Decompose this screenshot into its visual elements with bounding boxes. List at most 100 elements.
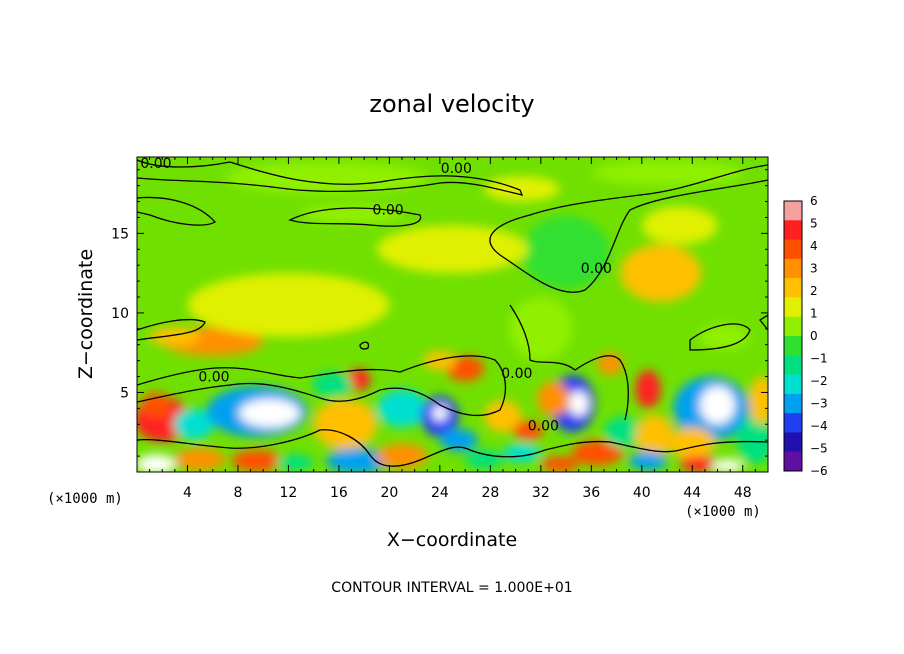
field-blob bbox=[239, 398, 300, 428]
colorbar-swatch bbox=[784, 413, 802, 433]
field-blob bbox=[679, 456, 718, 472]
field-blob bbox=[140, 392, 172, 418]
x-tick-label: 28 bbox=[481, 485, 499, 501]
y-axis-label: Z−coordinate bbox=[75, 249, 97, 379]
contour-line bbox=[137, 429, 768, 467]
x-tick-label: 20 bbox=[380, 485, 398, 501]
colorbar-label: −2 bbox=[810, 374, 828, 388]
contour-label: 0.00 bbox=[198, 369, 229, 385]
colorbar-swatch bbox=[784, 336, 802, 356]
colorbar-label: 3 bbox=[810, 262, 818, 276]
colorbar-swatch bbox=[784, 201, 802, 221]
field-blob bbox=[376, 389, 428, 428]
colorbar-swatch bbox=[784, 355, 802, 376]
y-tick-label: 5 bbox=[120, 385, 129, 401]
colorbar-label: 4 bbox=[810, 239, 818, 253]
field-blob bbox=[641, 206, 718, 245]
field-blob bbox=[629, 451, 668, 471]
colorbar-swatch bbox=[784, 393, 802, 414]
contour-label: 0.00 bbox=[373, 202, 404, 218]
field-blob bbox=[699, 386, 736, 425]
colorbar-swatch bbox=[784, 432, 802, 453]
colorbar-label: −6 bbox=[810, 464, 828, 478]
contour-label: 0.00 bbox=[501, 366, 532, 382]
colorbar-label: −5 bbox=[810, 442, 828, 456]
contour-label: 0.00 bbox=[140, 156, 171, 172]
colorbar-label: −3 bbox=[810, 397, 828, 411]
field-blob bbox=[326, 448, 390, 472]
contour-line bbox=[137, 159, 524, 196]
field-blob bbox=[231, 449, 283, 472]
field-blob bbox=[635, 370, 661, 409]
colorbar-swatch bbox=[784, 220, 802, 241]
field-blob bbox=[376, 225, 529, 274]
contour-interval-note: CONTOUR INTERVAL = 1.000E+01 bbox=[331, 580, 572, 596]
field-blob bbox=[225, 161, 428, 194]
contour-label: 0.00 bbox=[581, 261, 612, 277]
chart-title: zonal velocity bbox=[369, 90, 534, 118]
field-blob bbox=[568, 390, 589, 417]
y-tick-label: 10 bbox=[111, 306, 129, 322]
field-blob bbox=[423, 351, 457, 371]
contour-lines bbox=[137, 159, 768, 467]
colorbar-label: −1 bbox=[810, 352, 828, 366]
field-blob bbox=[187, 273, 390, 337]
contour-label: 0.00 bbox=[441, 161, 472, 177]
contour-line bbox=[489, 164, 768, 293]
field-blob bbox=[635, 414, 674, 457]
field-blob bbox=[484, 400, 522, 433]
field-blob bbox=[749, 376, 768, 425]
colorbar-label: 2 bbox=[810, 284, 818, 298]
colorbar-label: 1 bbox=[810, 307, 818, 321]
field-blob bbox=[669, 427, 715, 460]
x-tick-label: 16 bbox=[330, 485, 348, 501]
field-blob bbox=[620, 244, 702, 302]
x-tick-label: 4 bbox=[183, 485, 192, 501]
field-blob bbox=[537, 381, 570, 417]
field-blob bbox=[275, 454, 314, 471]
contour-line bbox=[689, 323, 751, 351]
field-blob bbox=[572, 440, 623, 466]
contour-line bbox=[759, 314, 768, 332]
contour-line bbox=[509, 304, 629, 421]
contour-labels: 0.00 0.00 0.00 0.00 0.00 0.00 0.00 bbox=[140, 156, 612, 435]
colorbar: 6 5 4 3 2 1 0 −1 −2 −3 −4 −5 −6 bbox=[783, 194, 828, 478]
field-blob bbox=[173, 408, 214, 441]
field-blob bbox=[521, 215, 611, 290]
contour-line bbox=[137, 355, 507, 417]
colorbar-label: 0 bbox=[810, 329, 818, 343]
field-blob bbox=[597, 352, 623, 375]
field-blob bbox=[711, 459, 745, 472]
colorbar-swatch bbox=[784, 239, 802, 260]
field-blob bbox=[312, 371, 353, 398]
field-blob bbox=[540, 456, 579, 472]
x-tick-label: 36 bbox=[582, 485, 600, 501]
colorbar-frame bbox=[783, 200, 803, 472]
field-blob bbox=[313, 398, 377, 450]
x-tick-label: 12 bbox=[280, 485, 298, 501]
field-blob bbox=[698, 324, 750, 350]
colorbar-label: 5 bbox=[810, 217, 818, 231]
velocity-field bbox=[137, 160, 768, 472]
field-blob bbox=[736, 416, 768, 465]
field-blob bbox=[513, 421, 544, 441]
x-tick-label: 44 bbox=[683, 485, 701, 501]
colorbar-swatch bbox=[784, 278, 802, 298]
field-blob bbox=[137, 454, 177, 472]
field-blob bbox=[484, 176, 560, 202]
plot-area: 0.00 0.00 0.00 0.00 0.00 0.00 0.00 bbox=[137, 156, 768, 472]
colorbar-label: −4 bbox=[810, 419, 828, 433]
colorbar-swatch bbox=[784, 451, 802, 472]
x-tick-label: 24 bbox=[431, 485, 449, 501]
field-blob bbox=[149, 327, 201, 347]
colorbar-swatch bbox=[784, 258, 802, 279]
field-blob bbox=[432, 405, 448, 422]
field-blob bbox=[603, 416, 642, 449]
x-axis: 4 8 12 16 20 24 28 32 36 40 44 48 bbox=[149, 157, 756, 501]
x-tick-label: 8 bbox=[233, 485, 242, 501]
field-blob bbox=[439, 429, 478, 452]
field-blob bbox=[509, 297, 573, 361]
field-blob bbox=[465, 449, 503, 469]
field-blob bbox=[591, 160, 743, 186]
